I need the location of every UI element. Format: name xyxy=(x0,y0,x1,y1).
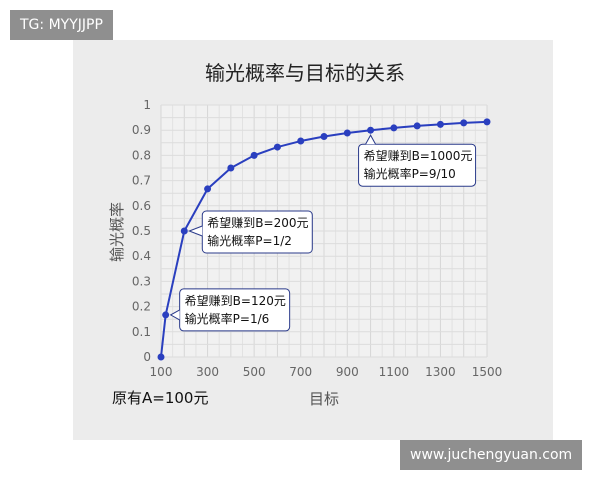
y-tick-label: 0 xyxy=(143,350,151,364)
data-point xyxy=(180,227,188,235)
y-tick-label: 0.4 xyxy=(132,249,151,263)
watermark-top-left: TG: MYYJJPP xyxy=(10,10,113,40)
x-tick-label: 1500 xyxy=(472,365,503,379)
chart-title: 输光概率与目标的关系 xyxy=(205,61,405,85)
y-tick-label: 0.7 xyxy=(132,174,151,188)
y-tick-label: 0.9 xyxy=(132,123,151,137)
x-tick-label: 300 xyxy=(196,365,219,379)
data-point xyxy=(227,164,235,172)
data-point xyxy=(250,151,258,159)
x-tick-label: 900 xyxy=(336,365,359,379)
x-tick-label: 500 xyxy=(243,365,266,379)
x-tick-label: 700 xyxy=(289,365,312,379)
y-axis-label: 输光概率 xyxy=(108,202,126,262)
watermark-bottom-right: www.juchengyuan.com xyxy=(400,440,583,470)
y-tick-label: 0.5 xyxy=(132,224,151,238)
data-point xyxy=(460,119,468,127)
x-axis-label: 目标 xyxy=(309,390,339,408)
note-text: 原有A=100元 xyxy=(112,389,208,407)
data-point xyxy=(390,124,398,132)
annotation-box xyxy=(358,143,477,187)
data-point xyxy=(483,118,491,126)
annotation-pointer xyxy=(365,134,377,145)
annotation-text: 希望赚到B=1000元 xyxy=(364,148,473,163)
data-point xyxy=(157,353,165,361)
data-point xyxy=(273,143,281,151)
annotation-text: 输光概率P=9/10 xyxy=(364,166,456,181)
data-point xyxy=(204,185,212,193)
y-tick-label: 1 xyxy=(143,98,151,112)
y-tick-label: 0.8 xyxy=(132,148,151,162)
x-tick-label: 1100 xyxy=(379,365,410,379)
annotation-text: 输光概率P=1/2 xyxy=(207,233,292,248)
data-point xyxy=(413,122,421,130)
data-point xyxy=(320,133,328,140)
annotation-text: 希望赚到B=200元 xyxy=(207,215,308,230)
y-tick-label: 0.1 xyxy=(132,325,151,339)
annotation-text: 输光概率P=1/6 xyxy=(185,311,270,326)
x-tick-label: 1300 xyxy=(425,365,456,379)
data-point xyxy=(436,120,444,128)
annotation-pointer xyxy=(187,225,203,237)
series-line xyxy=(160,120,488,358)
y-tick-label: 0.6 xyxy=(132,199,151,213)
data-point xyxy=(343,129,351,137)
data-point xyxy=(297,137,305,145)
data-point xyxy=(367,126,375,134)
x-tick-label: 100 xyxy=(150,365,173,379)
annotation-pointer xyxy=(169,309,180,321)
y-tick-label: 0.3 xyxy=(132,274,151,288)
data-point xyxy=(162,311,170,319)
y-tick-label: 0.2 xyxy=(132,300,151,314)
annotation-text: 希望赚到B=120元 xyxy=(185,293,286,308)
